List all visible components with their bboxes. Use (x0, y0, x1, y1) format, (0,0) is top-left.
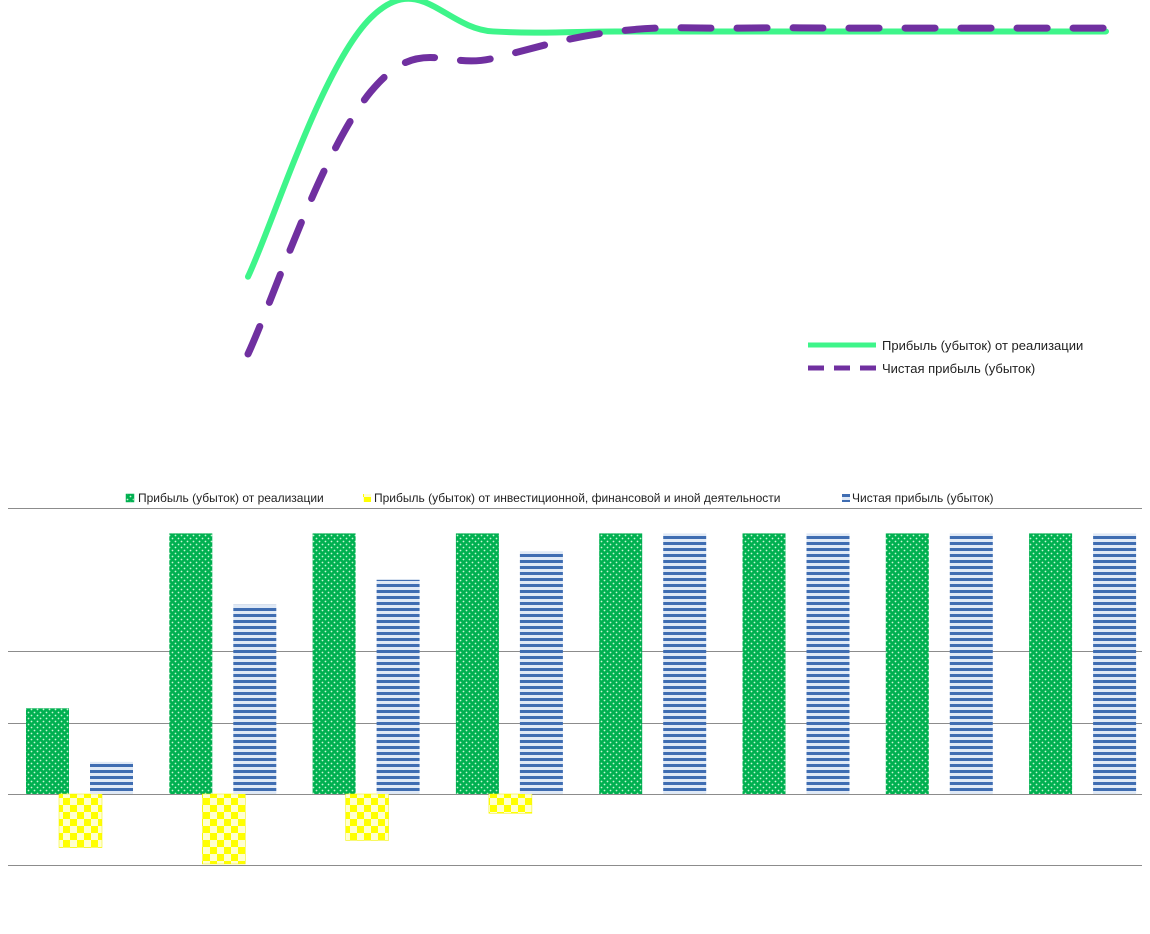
line-series-layer (244, 0, 1110, 358)
bar-0-3 (455, 533, 499, 794)
bar-2-1 (233, 604, 277, 794)
bar-layer (26, 533, 1137, 865)
bar-legend-swatch-1 (363, 494, 371, 502)
bar-2-5 (806, 533, 850, 794)
bar-2-3 (519, 551, 563, 794)
line-legend-label-1: Чистая прибыль (убыток) (882, 361, 1035, 376)
bar-chart: Прибыль (убыток) от реализации Прибыль (… (8, 491, 1142, 866)
bar-2-7 (1093, 533, 1137, 794)
bar-0-5 (742, 533, 786, 794)
bar-0-1 (169, 533, 213, 794)
bar-0-6 (885, 533, 929, 794)
bar-0-4 (599, 533, 643, 794)
bar-1-0 (58, 793, 103, 848)
bar-0-7 (1029, 533, 1073, 794)
bar-legend-label-1: Прибыль (убыток) от инвестиционной, фина… (374, 491, 780, 505)
bar-legend-swatch-2 (842, 494, 850, 502)
bar-legend-swatch-0 (125, 493, 135, 503)
bar-0-2 (312, 533, 356, 794)
line-legend: Прибыль (убыток) от реализации Чистая пр… (808, 338, 1083, 376)
bar-1-3 (488, 793, 533, 814)
bar-1-2 (345, 793, 389, 841)
line-series-1 (244, 24, 1110, 358)
line-series-0 (245, 0, 1109, 280)
line-legend-item-1: Чистая прибыль (убыток) (808, 361, 1035, 376)
bar-1-1 (202, 793, 246, 865)
bar-2-6 (949, 533, 993, 794)
bar-2-4 (663, 533, 707, 794)
line-legend-item-0: Прибыль (убыток) от реализации (808, 338, 1083, 353)
bar-legend: Прибыль (убыток) от реализации Прибыль (… (125, 491, 993, 505)
bar-legend-label-2: Чистая прибыль (убыток) (852, 491, 993, 505)
bar-2-0 (90, 761, 133, 794)
line-legend-label-0: Прибыль (убыток) от реализации (882, 338, 1083, 353)
bar-legend-label-0: Прибыль (убыток) от реализации (138, 491, 324, 505)
bar-2-2 (376, 579, 420, 794)
bar-0-0 (26, 708, 69, 794)
line-chart: Прибыль (убыток) от реализации Чистая пр… (244, 0, 1110, 376)
